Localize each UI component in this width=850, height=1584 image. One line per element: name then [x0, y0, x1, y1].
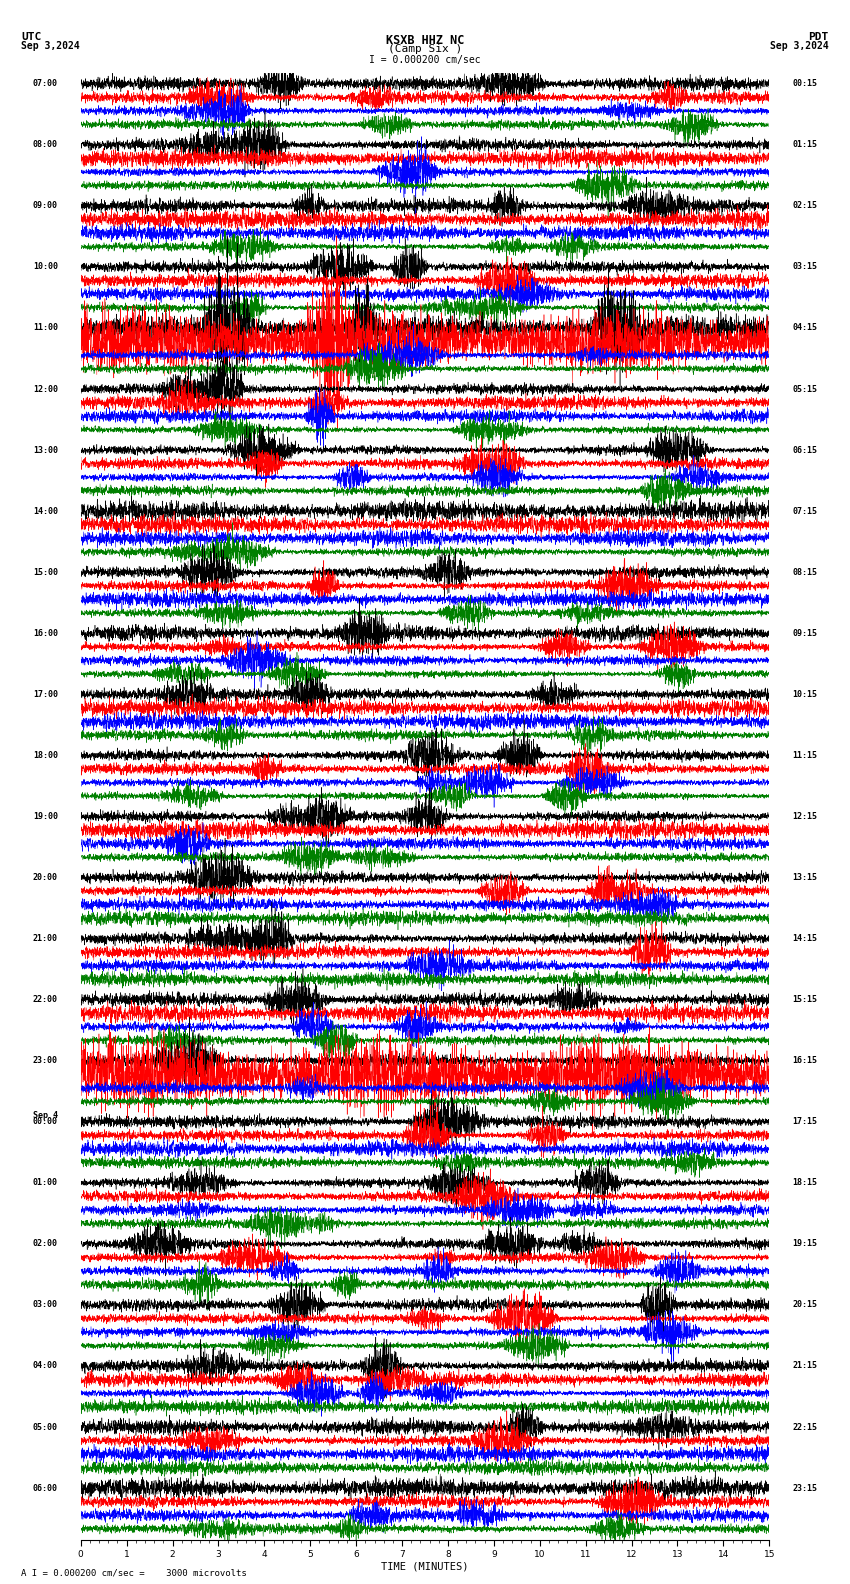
Text: 01:15: 01:15 — [792, 141, 817, 149]
Text: 16:15: 16:15 — [792, 1057, 817, 1064]
Text: A I = 0.000200 cm/sec =    3000 microvolts: A I = 0.000200 cm/sec = 3000 microvolts — [21, 1568, 247, 1578]
Text: 06:15: 06:15 — [792, 445, 817, 455]
Text: 21:15: 21:15 — [792, 1362, 817, 1370]
Text: 01:00: 01:00 — [33, 1178, 58, 1188]
Text: 20:15: 20:15 — [792, 1300, 817, 1310]
Text: 17:00: 17:00 — [33, 689, 58, 699]
Text: 00:00: 00:00 — [33, 1117, 58, 1126]
Text: 07:00: 07:00 — [33, 79, 58, 89]
Text: 03:00: 03:00 — [33, 1300, 58, 1310]
Text: 20:00: 20:00 — [33, 873, 58, 882]
Text: 22:15: 22:15 — [792, 1422, 817, 1432]
Text: Sep 3,2024: Sep 3,2024 — [770, 41, 829, 51]
Text: 19:00: 19:00 — [33, 813, 58, 821]
Text: 06:00: 06:00 — [33, 1484, 58, 1492]
Text: 09:15: 09:15 — [792, 629, 817, 638]
Text: 16:00: 16:00 — [33, 629, 58, 638]
Text: Sep 4: Sep 4 — [33, 1110, 58, 1120]
Text: 08:00: 08:00 — [33, 141, 58, 149]
Text: 05:15: 05:15 — [792, 385, 817, 393]
Text: 07:15: 07:15 — [792, 507, 817, 516]
Text: (Camp Six ): (Camp Six ) — [388, 44, 462, 54]
Text: PDT: PDT — [808, 32, 829, 41]
Text: 15:00: 15:00 — [33, 567, 58, 577]
Text: 18:15: 18:15 — [792, 1178, 817, 1188]
Text: Sep 3,2024: Sep 3,2024 — [21, 41, 80, 51]
Text: 00:15: 00:15 — [792, 79, 817, 89]
Text: 04:15: 04:15 — [792, 323, 817, 333]
Text: 09:00: 09:00 — [33, 201, 58, 211]
Text: 17:15: 17:15 — [792, 1117, 817, 1126]
Text: 08:15: 08:15 — [792, 567, 817, 577]
Text: 18:00: 18:00 — [33, 751, 58, 760]
Text: 10:00: 10:00 — [33, 263, 58, 271]
Text: 22:00: 22:00 — [33, 995, 58, 1004]
Text: 14:15: 14:15 — [792, 935, 817, 942]
Text: 23:00: 23:00 — [33, 1057, 58, 1064]
Text: KSXB HHZ NC: KSXB HHZ NC — [386, 33, 464, 48]
Text: 12:00: 12:00 — [33, 385, 58, 393]
Text: 19:15: 19:15 — [792, 1239, 817, 1248]
Text: 13:00: 13:00 — [33, 445, 58, 455]
Text: 10:15: 10:15 — [792, 689, 817, 699]
Text: 13:15: 13:15 — [792, 873, 817, 882]
Text: 02:15: 02:15 — [792, 201, 817, 211]
Text: 02:00: 02:00 — [33, 1239, 58, 1248]
Text: 04:00: 04:00 — [33, 1362, 58, 1370]
Text: 15:15: 15:15 — [792, 995, 817, 1004]
Text: 11:15: 11:15 — [792, 751, 817, 760]
Text: 21:00: 21:00 — [33, 935, 58, 942]
Text: UTC: UTC — [21, 32, 42, 41]
Text: 14:00: 14:00 — [33, 507, 58, 516]
Text: 03:15: 03:15 — [792, 263, 817, 271]
X-axis label: TIME (MINUTES): TIME (MINUTES) — [382, 1562, 468, 1571]
Text: 05:00: 05:00 — [33, 1422, 58, 1432]
Text: 12:15: 12:15 — [792, 813, 817, 821]
Text: I = 0.000200 cm/sec: I = 0.000200 cm/sec — [369, 54, 481, 65]
Text: 11:00: 11:00 — [33, 323, 58, 333]
Text: 23:15: 23:15 — [792, 1484, 817, 1492]
